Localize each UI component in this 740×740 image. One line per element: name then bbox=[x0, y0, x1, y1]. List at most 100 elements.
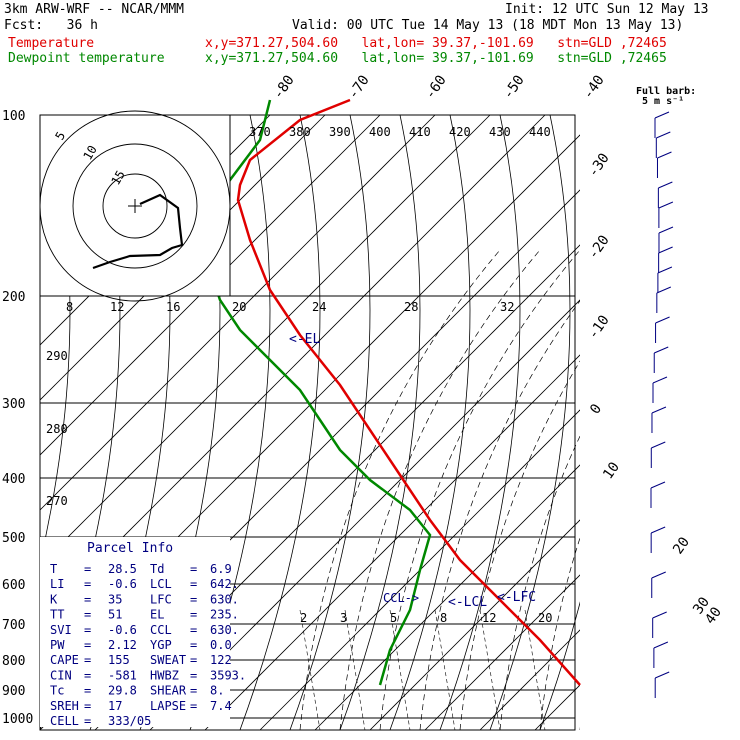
parcel-cell: EL bbox=[150, 608, 164, 622]
forecast-hour: Fcst: 36 h bbox=[4, 18, 98, 33]
isotherm-label: -80 bbox=[270, 72, 298, 102]
valid-time: Valid: 00 UTC Tue 14 May 13 (18 MDT Mon … bbox=[292, 18, 684, 33]
theta-label: 380 bbox=[289, 125, 311, 139]
moist-adiabat-line bbox=[459, 360, 580, 730]
wind-barb-flag bbox=[652, 376, 668, 384]
parcel-cell: = bbox=[84, 714, 91, 728]
parcel-cell: LI bbox=[50, 577, 64, 591]
parcel-cell: 3593. bbox=[210, 668, 246, 682]
parcel-cell: 7.4 bbox=[210, 699, 232, 713]
dry-adiabat-line bbox=[489, 115, 571, 730]
parcel-cell: = bbox=[190, 623, 197, 637]
wind-barb-flag bbox=[657, 266, 673, 274]
hodo-speed-label: 24 bbox=[312, 300, 326, 314]
moist-adiabat-line bbox=[379, 249, 580, 730]
moist-adiabat-line bbox=[620, 250, 740, 730]
parcel-cell: SREH bbox=[50, 699, 79, 713]
isotherm-label: -10 bbox=[585, 312, 613, 342]
wind-barb-flag bbox=[651, 571, 666, 579]
parcel-cell: = bbox=[84, 653, 91, 667]
theta-label: 370 bbox=[249, 125, 271, 139]
parcel-cell: Td bbox=[150, 562, 164, 576]
wind-barb-flag bbox=[657, 151, 672, 159]
temperature-legend-info: x,y=371.27,504.60 lat,lon= 39.37,-101.69… bbox=[205, 36, 667, 51]
parcel-cell: 155 bbox=[108, 653, 130, 667]
hodograph-ring bbox=[102, 173, 168, 239]
parcel-cell: = bbox=[190, 684, 197, 698]
parcel-cell: = bbox=[84, 668, 91, 682]
isotherm-line bbox=[40, 115, 381, 456]
parcel-cell: 630. bbox=[210, 592, 239, 606]
parcel-cell: T bbox=[50, 562, 57, 576]
wind-barb-flag bbox=[654, 346, 669, 354]
isotherm-label: 20 bbox=[670, 534, 693, 557]
parcel-cell: = bbox=[84, 608, 91, 622]
wind-barb-flag bbox=[655, 316, 670, 324]
moist-adiabat-line bbox=[660, 250, 740, 730]
init-time: Init: 12 UTC Sun 12 May 13 bbox=[505, 2, 709, 17]
parcel-cell: 28.5 bbox=[108, 562, 137, 576]
parcel-cell: = bbox=[190, 653, 197, 667]
mixing-ratio-label: 3 bbox=[340, 611, 347, 625]
dry-adiabat-line bbox=[339, 115, 421, 730]
hodograph-ring-label: 10 bbox=[80, 143, 99, 163]
mixing-ratio-line bbox=[344, 609, 366, 730]
parcel-cell: = bbox=[84, 699, 91, 713]
theta-side-label: 270 bbox=[46, 494, 68, 508]
wind-barb-flag bbox=[658, 181, 673, 189]
wind-barb-flag bbox=[650, 481, 666, 489]
wind-barb-flag bbox=[655, 671, 670, 679]
dry-adiabat-line bbox=[389, 115, 471, 730]
theta-label: 430 bbox=[489, 125, 511, 139]
isotherm-label: -50 bbox=[500, 72, 528, 102]
hodo-speed-label: 20 bbox=[232, 300, 246, 314]
parcel-cell: YGP bbox=[150, 638, 172, 652]
parcel-cell: K bbox=[50, 592, 58, 606]
dry-adiabat-line bbox=[0, 115, 20, 730]
barb-key-units: 5 m s⁻¹ bbox=[642, 96, 684, 107]
parcel-cell: SWEAT bbox=[150, 653, 186, 667]
dewpoint-legend-info: x,y=371.27,504.60 lat,lon= 39.37,-101.69… bbox=[205, 51, 667, 66]
theta-label: 440 bbox=[529, 125, 551, 139]
parcel-cell: CCL bbox=[150, 623, 172, 637]
pressure-label-100: 100 bbox=[2, 109, 25, 124]
parcel-cell: = bbox=[190, 577, 197, 591]
parcel-cell: TT bbox=[50, 608, 64, 622]
mixing-ratio-label: 5 bbox=[390, 611, 397, 625]
parcel-cell: 35 bbox=[108, 592, 122, 606]
wind-barb-flag bbox=[652, 611, 667, 619]
theta-side-label: 280 bbox=[46, 422, 68, 436]
parcel-cell: -0.6 bbox=[108, 577, 137, 591]
parcel-cell: = bbox=[190, 668, 197, 682]
pressure-label-600: 600 bbox=[2, 578, 25, 593]
parcel-cell: HWBZ bbox=[150, 668, 179, 682]
parcel-cell: 630. bbox=[210, 623, 239, 637]
isotherm-line bbox=[424, 574, 580, 730]
isotherm-line bbox=[645, 115, 740, 730]
hodo-speed-label: 8 bbox=[66, 300, 73, 314]
isotherm-line bbox=[369, 519, 580, 730]
isotherm-label: -70 bbox=[345, 72, 373, 102]
mixing-ratio-line bbox=[524, 609, 546, 730]
parcel-cell: SHEAR bbox=[150, 684, 187, 698]
parcel-cell: SVI bbox=[50, 623, 72, 637]
mixing-ratio-label: 12 bbox=[482, 611, 496, 625]
el-annotation: <-EL bbox=[289, 332, 320, 347]
hodo-speed-label: 12 bbox=[110, 300, 124, 314]
barb-key-label: Full barb: bbox=[636, 86, 696, 97]
pressure-label-800: 800 bbox=[2, 654, 25, 669]
parcel-cell: 51 bbox=[108, 608, 122, 622]
isotherm-line bbox=[590, 115, 740, 730]
pressure-label-1000: 1000 bbox=[2, 712, 33, 727]
parcel-cell: = bbox=[190, 638, 197, 652]
wind-barb-flag bbox=[658, 226, 674, 234]
pressure-label-700: 700 bbox=[2, 618, 25, 633]
parcel-cell: 29.8 bbox=[108, 684, 137, 698]
isotherm-line bbox=[204, 354, 580, 730]
parcel-cell: 235. bbox=[210, 608, 239, 622]
isotherm-line bbox=[40, 115, 491, 566]
parcel-cell: = bbox=[84, 577, 91, 591]
parcel-cell: -581 bbox=[108, 668, 137, 682]
